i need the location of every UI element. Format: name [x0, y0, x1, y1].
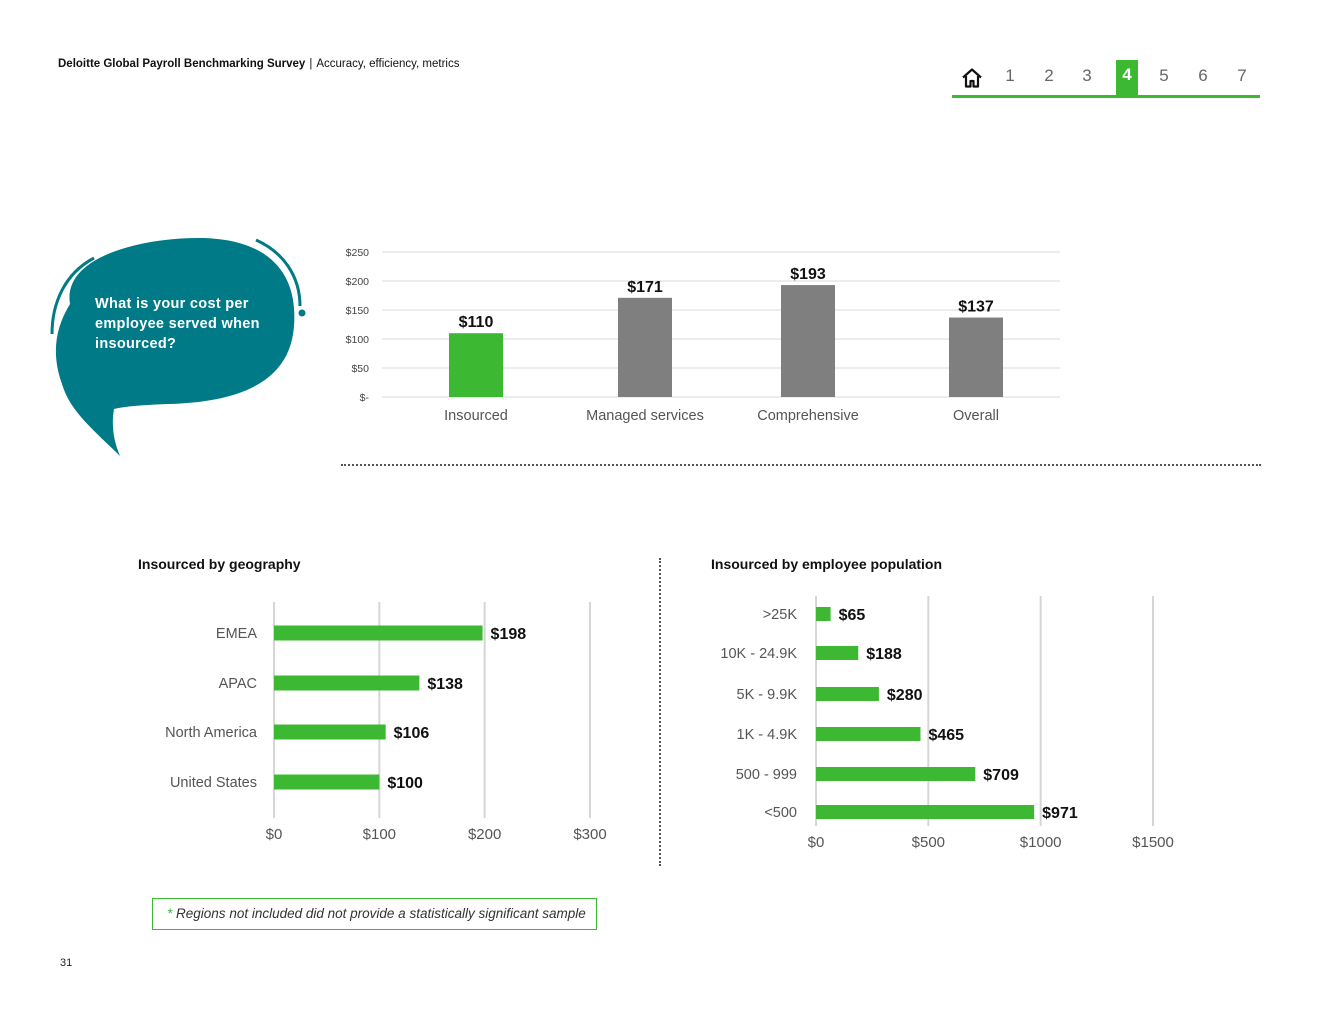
geo-category-label: North America: [165, 725, 258, 741]
pop-value-label: $280: [887, 687, 923, 704]
page-number: 31: [60, 957, 73, 969]
pop-x-tick-label: $1000: [1020, 834, 1062, 851]
section-divider: [341, 464, 1261, 466]
cost-by-model-chart: $- $50 $100 $150 $200 $250 $110 Insourced $171 Ma…: [346, 247, 1060, 424]
header-separator: |: [309, 58, 313, 70]
pop-bar: [816, 687, 879, 701]
report-subtitle: Accuracy, efficiency, metrics: [316, 58, 460, 70]
nav-underline: [952, 95, 1260, 98]
geography-chart: $0 $100 $200 $300 EMEA $198 APAC $138 North Amer…: [165, 602, 607, 843]
footnote-text: Regions not included did not provide a s…: [176, 906, 586, 921]
pop-bar: [816, 767, 976, 781]
top-bar: [618, 297, 672, 397]
top-bar-value-label: $137: [958, 299, 994, 316]
speech-bubble: [50, 238, 306, 456]
geo-x-tick-label: $300: [573, 826, 606, 843]
pop-category-label: 5K - 9.9K: [737, 687, 798, 703]
nav-item-7[interactable]: 7: [1237, 66, 1247, 85]
top-y-tick-label: $150: [346, 305, 370, 317]
pop-bar: [816, 607, 831, 621]
top-bar-value-label: $110: [459, 314, 494, 331]
population-chart-title: Insourced by employee population: [711, 556, 943, 572]
geo-x-tick-label: $100: [363, 826, 396, 843]
top-y-tick-label: $100: [346, 334, 370, 346]
top-category-label: Managed services: [586, 408, 704, 424]
footnote: * Regions not included did not provide a…: [152, 898, 597, 930]
nav-item-3[interactable]: 3: [1082, 66, 1092, 85]
geo-category-label: United States: [170, 775, 257, 791]
pop-bar: [816, 805, 1035, 819]
nav-item-4-active[interactable]: 4: [1116, 60, 1138, 95]
top-category-label: Insourced: [444, 408, 508, 424]
pop-bar: [816, 727, 921, 741]
geo-bar: [274, 675, 420, 691]
top-y-tick-label: $50: [351, 363, 369, 375]
geo-bar: [274, 724, 386, 740]
top-category-label: Overall: [953, 408, 999, 424]
pop-value-label: $65: [839, 607, 866, 624]
pop-x-tick-label: $0: [808, 834, 825, 851]
home-icon[interactable]: [960, 66, 984, 90]
column-divider: [659, 558, 661, 866]
report-header: Deloitte Global Payroll Benchmarking Sur…: [58, 58, 459, 70]
geo-value-label: $100: [387, 775, 423, 792]
geo-x-tick-label: $200: [468, 826, 501, 843]
geo-x-tick-label: $0: [266, 826, 283, 843]
pop-value-label: $188: [866, 646, 902, 663]
geo-category-label: EMEA: [216, 626, 257, 642]
pop-value-label: $709: [983, 767, 1019, 784]
pop-bar: [816, 646, 859, 660]
question-text: What is your cost per employee served wh…: [95, 296, 260, 352]
pop-category-label: 500 - 999: [736, 767, 797, 783]
top-bar: [781, 285, 835, 397]
pop-value-label: $465: [928, 727, 964, 744]
footnote-star: *: [167, 906, 173, 921]
population-chart: $0 $500 $1000 $1500 >25K $65 10K - 24.9K $188 5K…: [720, 596, 1174, 851]
pop-category-label: >25K: [763, 607, 798, 623]
pop-x-tick-label: $500: [912, 834, 945, 851]
top-bar: [449, 333, 503, 397]
pop-x-tick-label: $1500: [1132, 834, 1174, 851]
top-bar: [949, 317, 1003, 397]
pop-value-label: $971: [1042, 805, 1078, 822]
pop-category-label: 1K - 4.9K: [737, 727, 798, 743]
nav-item-6[interactable]: 6: [1198, 66, 1208, 85]
geo-category-label: APAC: [219, 676, 257, 692]
geo-bar: [274, 625, 483, 641]
geo-bar: [274, 774, 380, 790]
section-nav: 1 2 3 4 5 6 7: [952, 60, 1260, 98]
top-y-tick-label: $-: [360, 392, 370, 404]
geo-value-label: $138: [427, 676, 463, 693]
nav-item-1[interactable]: 1: [1005, 66, 1015, 85]
geo-value-label: $198: [491, 626, 527, 643]
top-y-tick-label: $250: [346, 247, 370, 259]
pop-category-label: <500: [764, 805, 797, 821]
report-title: Deloitte Global Payroll Benchmarking Sur…: [58, 58, 306, 70]
geography-chart-title: Insourced by geography: [138, 556, 301, 572]
pop-category-label: 10K - 24.9K: [720, 646, 797, 662]
nav-item-2[interactable]: 2: [1044, 66, 1054, 85]
top-bar-value-label: $193: [790, 266, 826, 283]
top-category-label: Comprehensive: [757, 408, 859, 424]
top-bar-value-label: $171: [627, 279, 663, 296]
nav-item-5[interactable]: 5: [1159, 66, 1169, 85]
top-y-tick-label: $200: [346, 276, 370, 288]
geo-value-label: $106: [394, 725, 430, 742]
